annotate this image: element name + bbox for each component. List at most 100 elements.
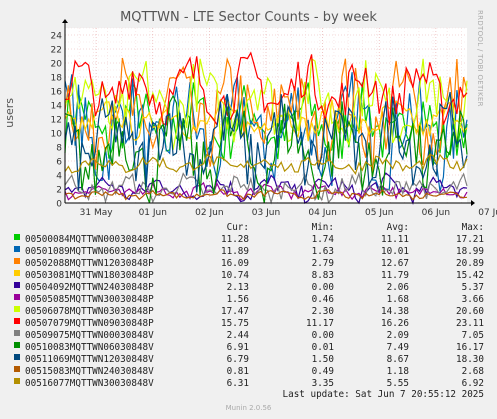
legend-swatch xyxy=(14,318,20,324)
legend-swatch xyxy=(14,342,20,348)
legend-cur-value: 6.91 xyxy=(226,342,249,353)
legend-swatch xyxy=(14,234,20,240)
x-tick-label: 07 Jun xyxy=(478,208,497,218)
legend-avg-value: 2.09 xyxy=(386,330,409,341)
last-update: Last update: Sat Jun 7 20:55:12 2025 xyxy=(282,389,485,400)
series-line xyxy=(64,91,468,193)
munin-version: Munin 2.0.56 xyxy=(225,404,272,412)
x-axis-arrow xyxy=(471,200,475,206)
legend-swatch xyxy=(14,354,20,360)
legend-cur-value: 11.28 xyxy=(221,234,249,245)
legend-header-max: Max: xyxy=(461,222,484,233)
y-tick-label: 6 xyxy=(56,158,62,168)
legend-max-value: 20.60 xyxy=(456,306,484,317)
legend-swatch xyxy=(14,378,20,384)
series-line xyxy=(64,153,468,175)
legend-row: 00509075MQTTWN00030848V 2.44 0.00 2.09 7.05 xyxy=(0,330,497,342)
legend-row: 00507079MQTTWN09030848P 15.75 11.17 16.26 23… xyxy=(0,318,497,330)
legend-cur-value: 17.47 xyxy=(221,306,249,317)
legend-max-value: 17.21 xyxy=(456,234,484,245)
legend-max-value: 18.99 xyxy=(456,246,484,257)
legend-min-value: 0.00 xyxy=(311,282,334,293)
legend-avg-value: 16.26 xyxy=(381,318,409,329)
legend-series-name: 00502088MQTTWN12030848P xyxy=(25,258,154,269)
legend-row: 00504092MQTTWN24030848P 2.13 0.00 2.06 5.37 xyxy=(0,282,497,294)
legend-swatch xyxy=(14,246,20,252)
legend-avg-value: 8.67 xyxy=(386,354,409,365)
legend-min-value: 0.01 xyxy=(311,342,334,353)
legend-max-value: 15.42 xyxy=(456,270,484,281)
legend-header-avg: Avg: xyxy=(386,222,409,233)
legend-series-name: 00516077MQTTWN30030848V xyxy=(25,378,154,389)
y-tick-label: 0 xyxy=(56,200,62,210)
x-tick-label: 01 Jun xyxy=(139,208,167,218)
legend-cur-value: 15.75 xyxy=(221,318,249,329)
legend-avg-value: 11.11 xyxy=(381,234,409,245)
legend-row: 00502088MQTTWN12030848P 16.09 2.79 12.67 20.… xyxy=(0,258,497,270)
y-tick-label: 12 xyxy=(51,116,62,126)
legend-min-value: 2.30 xyxy=(311,306,334,317)
y-tick-label: 2 xyxy=(56,186,62,196)
legend-swatch xyxy=(14,282,20,288)
legend-series-name: 00503081MQTTWN18030848P xyxy=(25,270,154,281)
legend-max-value: 3.66 xyxy=(461,294,484,305)
legend-series-name: 00501089MQTTWN06030848P xyxy=(25,246,154,257)
x-tick-label: 06 Jun xyxy=(422,208,450,218)
legend-cur-value: 1.56 xyxy=(226,294,249,305)
legend-avg-value: 11.79 xyxy=(381,270,409,281)
legend-swatch xyxy=(14,270,20,276)
legend-cur-value: 6.31 xyxy=(226,378,249,389)
legend-row: 00516077MQTTWN30030848V 6.31 3.35 5.55 6.92 xyxy=(0,378,497,390)
legend-header-min: Min: xyxy=(311,222,334,233)
legend-min-value: 1.74 xyxy=(311,234,334,245)
legend-series-name: 00507079MQTTWN09030848P xyxy=(25,318,154,329)
legend-cur-value: 2.13 xyxy=(226,282,249,293)
legend-cur-value: 11.89 xyxy=(221,246,249,257)
x-tick-label: 31 May xyxy=(80,208,114,218)
legend-max-value: 20.89 xyxy=(456,258,484,269)
legend-swatch xyxy=(14,294,20,300)
legend-min-value: 8.83 xyxy=(311,270,334,281)
legend-cur-value: 0.81 xyxy=(226,366,249,377)
y-tick-label: 8 xyxy=(56,144,62,154)
x-tick-label: 05 Jun xyxy=(365,208,393,218)
legend-avg-value: 10.01 xyxy=(381,246,409,257)
legend-min-value: 11.17 xyxy=(306,318,334,329)
legend-series-name: 00509075MQTTWN00030848V xyxy=(25,330,154,341)
y-tick-label: 18 xyxy=(51,74,63,84)
legend-min-value: 3.35 xyxy=(311,378,334,389)
series-line xyxy=(64,72,468,192)
legend-row: 00505085MQTTWN30030848P 1.56 0.46 1.68 3.66 xyxy=(0,294,497,306)
legend-max-value: 7.05 xyxy=(461,330,484,341)
legend-row: 00500084MQTTWN00030848P 11.28 1.74 11.11 17.… xyxy=(0,234,497,246)
legend-cur-value: 2.44 xyxy=(226,330,249,341)
legend-min-value: 0.46 xyxy=(311,294,334,305)
legend-max-value: 5.37 xyxy=(461,282,484,293)
legend-min-value: 0.49 xyxy=(311,366,334,377)
legend-series-name: 00504092MQTTWN24030848P xyxy=(25,282,154,293)
legend-header: Cur: Min: Avg: Max: xyxy=(0,222,497,234)
rrdtool-credit: RRDTOOL / TOBI OETIKER xyxy=(476,10,484,107)
y-tick-label: 10 xyxy=(51,130,63,140)
chart-title: MQTTWN - LTE Sector Counts - by week xyxy=(120,10,377,25)
legend-row: 00501089MQTTWN06030848P 11.89 1.63 10.01 18.… xyxy=(0,246,497,258)
legend-row: 00503081MQTTWN18030848P 10.74 8.83 11.79 15.… xyxy=(0,270,497,282)
y-tick-label: 16 xyxy=(51,88,63,98)
legend-avg-value: 14.38 xyxy=(381,306,409,317)
legend-swatch xyxy=(14,330,20,336)
legend-avg-value: 2.06 xyxy=(386,282,409,293)
legend-series-name: 00500084MQTTWN00030848P xyxy=(25,234,154,245)
legend-avg-value: 12.67 xyxy=(381,258,409,269)
legend-max-value: 18.30 xyxy=(456,354,484,365)
legend-swatch xyxy=(14,366,20,372)
legend-row: 00510083MQTTWN06030848V 6.91 0.01 7.49 16.17 xyxy=(0,342,497,354)
y-tick-label: 24 xyxy=(51,32,63,42)
legend-min-value: 1.63 xyxy=(311,246,334,257)
legend-header-cur: Cur: xyxy=(226,222,249,233)
legend-row: 00511069MQTTWN12030848V 6.79 1.50 8.67 18.30 xyxy=(0,354,497,366)
y-tick-label: 14 xyxy=(51,102,63,112)
legend-series-name: 00505085MQTTWN30030848P xyxy=(25,294,154,305)
legend-series-name: 00506078MQTTWN03030848P xyxy=(25,306,154,317)
legend-cur-value: 16.09 xyxy=(221,258,249,269)
x-tick-label: 04 Jun xyxy=(308,208,336,218)
